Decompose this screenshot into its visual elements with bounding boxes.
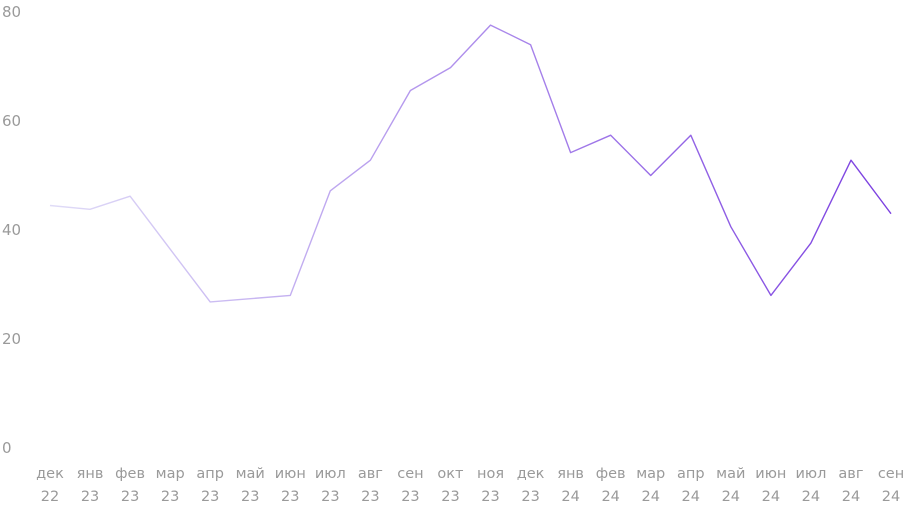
x-tick-label: май 24 [716,466,745,505]
y-tick-label: 60 [2,112,21,130]
x-tick-year: 24 [842,489,860,505]
plot-area [49,24,892,303]
x-tick-month: мар [636,466,665,482]
x-tick-year: 24 [762,489,780,505]
x-tick-label: фев 23 [115,466,145,505]
x-tick-label: сен 23 [397,466,423,505]
x-tick-label: мар 24 [636,466,665,505]
y-axis: 0 20 40 60 80 [2,3,21,457]
x-tick-label: май 23 [236,466,265,505]
x-tick-month: янв [77,466,104,482]
x-tick-year: 23 [161,489,179,505]
x-tick-year: 24 [641,489,659,505]
x-tick-year: 23 [321,489,339,505]
x-tick-label: июн 23 [275,466,306,505]
y-tick-label: 0 [2,439,12,457]
x-tick-month: авг [358,466,383,482]
x-tick-label: окт 23 [437,466,464,505]
x-tick-month: май [716,466,745,482]
x-tick-month: май [236,466,265,482]
x-tick-month: дек [517,466,545,482]
x-tick-month: авг [838,466,863,482]
x-tick-year: 23 [81,489,99,505]
x-tick-year: 23 [481,489,499,505]
x-tick-label: авг 24 [838,466,863,505]
x-tick-month: янв [557,466,584,482]
x-tick-month: июл [315,466,346,482]
x-tick-year: 24 [601,489,619,505]
x-tick-year: 24 [722,489,740,505]
y-tick-label: 40 [2,221,21,239]
x-tick-year: 24 [882,489,900,505]
x-tick-month: июн [275,466,306,482]
x-tick-month: апр [677,466,705,482]
x-tick-label: июн 24 [755,466,786,505]
x-tick-year: 24 [802,489,820,505]
x-tick-year: 22 [41,489,59,505]
x-tick-label: июл 23 [315,466,346,505]
x-tick-label: июл 24 [795,466,826,505]
x-tick-year: 23 [121,489,139,505]
x-tick-label: авг 23 [358,466,383,505]
x-tick-year: 23 [281,489,299,505]
x-tick-year: 23 [521,489,539,505]
x-tick-month: окт [437,466,464,482]
x-tick-month: фев [596,466,626,482]
x-axis: дек 22 янв 23 фев 23 мар 23 апр 23 май 23 июн 23 июл 23… [36,466,904,505]
y-tick-label: 20 [2,330,21,348]
x-tick-month: дек [36,466,64,482]
x-tick-month: ноя [477,466,504,482]
x-tick-month: сен [878,466,904,482]
x-tick-year: 24 [682,489,700,505]
x-tick-label: ноя 23 [477,466,504,505]
x-tick-label: дек 22 [36,466,64,505]
x-tick-month: сен [397,466,423,482]
x-tick-year: 23 [201,489,219,505]
series-line [49,24,892,303]
x-tick-month: июн [755,466,786,482]
x-tick-label: дек 23 [517,466,545,505]
x-tick-year: 23 [241,489,259,505]
x-tick-label: мар 23 [156,466,185,505]
x-tick-year: 23 [441,489,459,505]
x-tick-year: 23 [361,489,379,505]
x-tick-month: фев [115,466,145,482]
y-tick-label: 80 [2,3,21,21]
x-tick-month: мар [156,466,185,482]
x-tick-label: янв 23 [77,466,104,505]
x-tick-label: янв 24 [557,466,584,505]
x-tick-label: апр 24 [677,466,705,505]
x-tick-label: фев 24 [596,466,626,505]
x-tick-month: июл [795,466,826,482]
x-tick-year: 24 [561,489,579,505]
x-tick-month: апр [196,466,224,482]
x-tick-label: сен 24 [878,466,904,505]
x-tick-label: апр 23 [196,466,224,505]
x-tick-year: 23 [401,489,419,505]
